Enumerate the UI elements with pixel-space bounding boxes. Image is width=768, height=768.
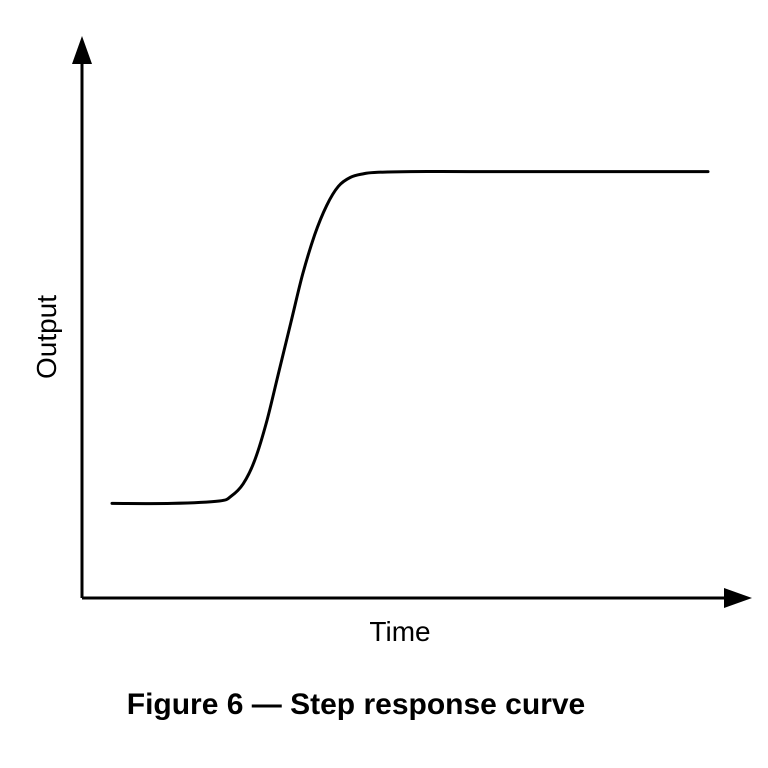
y-axis-label: Output (31, 295, 62, 379)
x-axis (82, 588, 752, 608)
series-line (110, 170, 710, 506)
x-axis-arrow-icon (724, 588, 752, 608)
y-axis-arrow-icon (72, 36, 92, 64)
x-axis-label: Time (369, 616, 430, 647)
figure-caption: Figure 6 — Step response curve (127, 688, 585, 721)
y-axis (72, 36, 92, 598)
